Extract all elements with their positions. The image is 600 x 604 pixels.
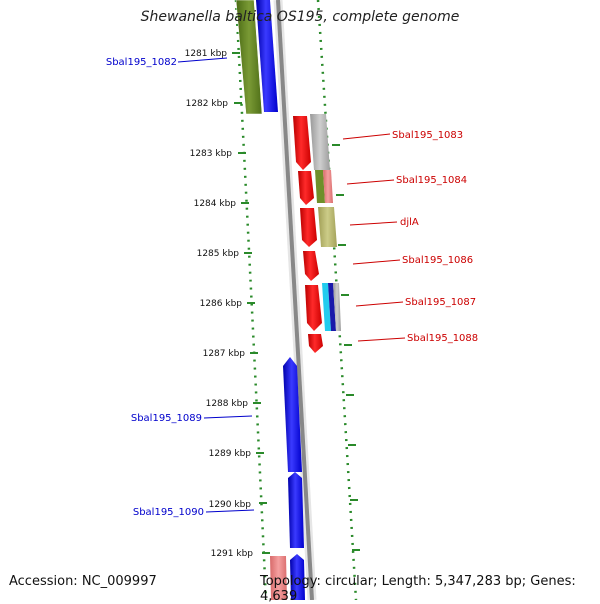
leader-Sbal195-1082 xyxy=(177,57,228,63)
gene-cog-grey-1087[interactable] xyxy=(333,283,341,331)
gene-Sbal195-1088[interactable] xyxy=(308,334,323,353)
tick-label-1285: 1285 kbp xyxy=(197,249,240,259)
leader-djlA xyxy=(349,221,398,226)
gene-label-Sbal195-1082[interactable]: Sbal195_1082 xyxy=(106,57,177,68)
gene-cog-blue-1087[interactable] xyxy=(328,283,336,331)
tick-marks xyxy=(232,52,270,554)
gene-Sbal195-1086[interactable] xyxy=(303,251,319,281)
gene-label-Sbal195-1084[interactable]: Sbal195_1084 xyxy=(396,175,467,186)
leader-Sbal195-1090 xyxy=(205,509,255,513)
gene-Sbal195-1082[interactable] xyxy=(256,0,278,112)
leader-Sbal195-1089 xyxy=(203,415,253,419)
tick-label-1287: 1287 kbp xyxy=(203,349,246,359)
gene-cog-olive-1084[interactable] xyxy=(315,170,325,203)
tick-label-1286: 1286 kbp xyxy=(200,299,243,309)
gene-Sbal195-1083[interactable] xyxy=(293,116,311,170)
tick-label-1291: 1291 kbp xyxy=(211,549,254,559)
gene-cog-grey-1083[interactable] xyxy=(310,114,330,170)
tick-label-1282: 1282 kbp xyxy=(186,99,229,109)
leader-Sbal195-1083 xyxy=(342,133,391,140)
leader-Sbal195-1087 xyxy=(355,301,404,307)
gene-label-Sbal195-1086[interactable]: Sbal195_1086 xyxy=(402,255,473,266)
gene-label-djlA[interactable]: djlA xyxy=(400,217,419,228)
tick-label-1289: 1289 kbp xyxy=(209,449,252,459)
tick-label-1281: 1281 kbp xyxy=(185,49,228,59)
gene-label-Sbal195-1090[interactable]: Sbal195_1090 xyxy=(133,507,204,518)
tick-label-1290: 1290 kbp xyxy=(209,500,252,510)
genome-backbone-line xyxy=(276,0,314,600)
gene-cog-khaki-djlA[interactable] xyxy=(318,207,337,247)
leader-Sbal195-1086 xyxy=(352,259,401,265)
gene-Sbal195-1090-cont[interactable] xyxy=(290,554,305,600)
gene-label-Sbal195-1088[interactable]: Sbal195_1088 xyxy=(407,333,478,344)
leader-Sbal195-1084 xyxy=(346,179,395,185)
gene-cog-pink-1084[interactable] xyxy=(323,170,333,203)
gene-Sbal195-1089[interactable] xyxy=(283,357,302,472)
gene-Sbal195-1090[interactable] xyxy=(288,472,304,548)
gene-Sbal195-1084[interactable] xyxy=(298,171,314,205)
map-title: Shewanella baltica OS195, complete genom… xyxy=(140,9,460,25)
gene-Sbal195-1087[interactable] xyxy=(305,285,322,331)
leader-Sbal195-1088 xyxy=(357,337,406,342)
gene-cog-olive-1082[interactable] xyxy=(235,0,263,115)
accession-text: Accession: NC_009997 xyxy=(9,574,157,589)
gene-label-Sbal195-1087[interactable]: Sbal195_1087 xyxy=(405,297,476,308)
gene-label-Sbal195-1089[interactable]: Sbal195_1089 xyxy=(131,413,202,424)
tick-label-1283: 1283 kbp xyxy=(190,149,233,159)
right-boundary-ticks xyxy=(332,144,360,551)
gene-label-Sbal195-1083[interactable]: Sbal195_1083 xyxy=(392,130,463,141)
tick-label-1288: 1288 kbp xyxy=(206,399,249,409)
gene-cog-pink-left[interactable] xyxy=(270,556,287,600)
tick-label-1284: 1284 kbp xyxy=(194,199,237,209)
gene-djlA[interactable] xyxy=(300,208,317,247)
